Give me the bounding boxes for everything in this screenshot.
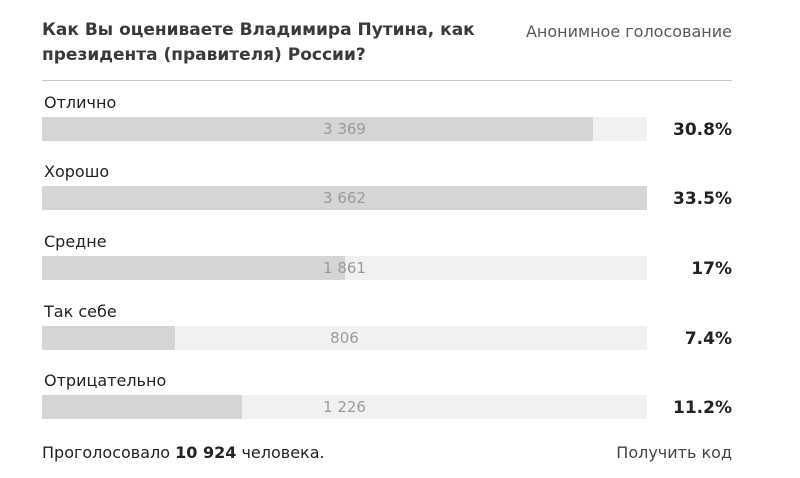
option-bar-fill	[42, 326, 176, 350]
option-bar: 3 662	[42, 186, 647, 210]
poll-widget: Как Вы оцениваете Владимира Путина, как …	[42, 0, 732, 478]
poll-option[interactable]: Отлично 3 369 30.8%	[42, 93, 732, 153]
option-label: Средне	[44, 232, 107, 251]
poll-option[interactable]: Отрицательно 1 226 11.2%	[42, 371, 732, 431]
option-bar: 1 226	[42, 395, 647, 419]
option-count: 1 226	[323, 398, 366, 416]
option-percent: 17%	[691, 259, 732, 279]
option-bar-fill	[42, 256, 345, 280]
vote-summary-prefix: Проголосовало	[42, 443, 171, 462]
option-label: Так себе	[44, 302, 117, 321]
poll-question: Как Вы оцениваете Владимира Путина, как …	[42, 20, 475, 65]
vote-summary-suffix: человека.	[241, 443, 325, 462]
option-bar: 806	[42, 326, 647, 350]
option-count: 1 861	[323, 259, 366, 277]
option-count: 806	[330, 329, 359, 347]
option-bar: 3 369	[42, 117, 647, 141]
vote-summary: Проголосовало 10 924 человека.	[42, 442, 325, 464]
poll-type-label: Анонимное голосование	[525, 22, 732, 41]
option-percent: 30.8%	[673, 120, 732, 140]
option-count: 3 369	[323, 120, 366, 138]
get-code-link[interactable]: Получить код	[616, 443, 732, 462]
option-percent: 11.2%	[673, 398, 732, 418]
option-percent: 7.4%	[684, 329, 732, 349]
poll-option[interactable]: Средне 1 861 17%	[42, 232, 732, 292]
total-votes: 10 924	[175, 443, 237, 462]
poll-footer: Проголосовало 10 924 человека. Получить …	[42, 442, 732, 466]
option-percent: 33.5%	[673, 189, 732, 209]
option-label: Хорошо	[44, 162, 110, 181]
option-bar-fill	[42, 186, 647, 210]
option-bar-fill	[42, 395, 242, 419]
poll-option[interactable]: Так себе 806 7.4%	[42, 302, 732, 362]
poll-option[interactable]: Хорошо 3 662 33.5%	[42, 162, 732, 222]
header-divider	[42, 80, 732, 81]
option-bar: 1 861	[42, 256, 647, 280]
option-count: 3 662	[323, 189, 366, 207]
poll-header: Как Вы оцениваете Владимира Путина, как …	[42, 18, 732, 76]
option-label: Отрицательно	[44, 371, 167, 390]
option-bar-fill	[42, 117, 593, 141]
option-label: Отлично	[44, 93, 117, 112]
